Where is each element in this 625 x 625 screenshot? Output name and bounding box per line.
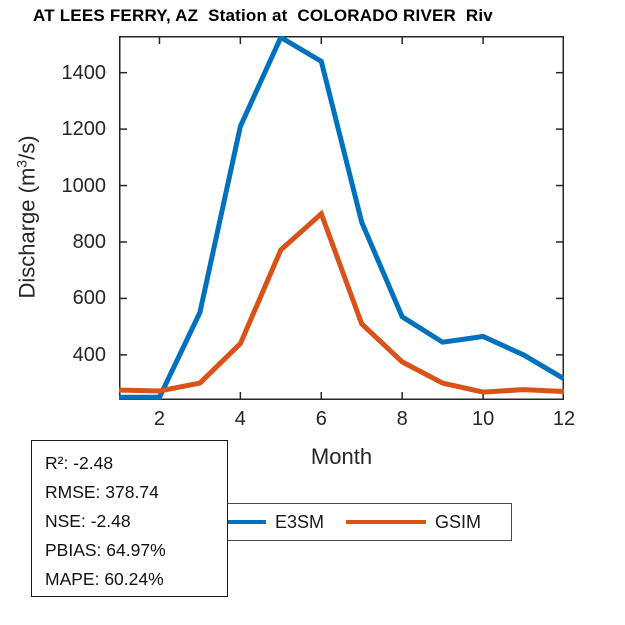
legend: E3SM GSIM [175, 503, 512, 541]
y-tick-label: 1400 [61, 61, 107, 84]
stat-r2: R²: -2.48 [45, 453, 114, 473]
y-tick-label: 1000 [61, 174, 107, 197]
y-tick-label: 1200 [61, 118, 107, 141]
y-tick-label: 600 [72, 287, 106, 310]
x-tick-label: 4 [234, 408, 246, 430]
stat-rmse: RMSE: 378.74 [45, 482, 159, 502]
y-axis-label-exponent: 3 [13, 159, 30, 168]
x-tick-label: 10 [471, 408, 495, 430]
x-tick-label: 8 [396, 408, 408, 430]
legend-label-gsim: GSIM [435, 511, 482, 532]
series-line-e3sm [119, 36, 564, 400]
stat-pbias: PBIAS: 64.97% [45, 540, 166, 560]
x-axis-label: Month [310, 444, 373, 469]
y-tick-label: 400 [72, 343, 106, 366]
legend-line-gsim [346, 520, 427, 524]
y-axis-label: Discharge (m3/s) [13, 135, 40, 298]
stat-mape: MAPE: 60.24% [45, 569, 164, 589]
stat-nse: NSE: -2.48 [45, 511, 131, 531]
chart-title: AT LEES FERRY, AZ Station at COLORADO RI… [33, 6, 493, 25]
y-tick-label: 800 [72, 230, 106, 253]
axes-box [119, 36, 564, 400]
legend-label-e3sm: E3SM [275, 511, 325, 532]
plot-area [119, 36, 564, 400]
y-axis-label-suffix: /s) [14, 135, 40, 160]
x-tick-label: 2 [153, 408, 166, 430]
chart-canvas [119, 36, 564, 400]
x-tick-label: 6 [315, 408, 327, 430]
series-line-gsim [119, 209, 564, 395]
stats-annotation-box: R²: -2.48 RMSE: 378.74 NSE: -2.48 PBIAS:… [31, 440, 228, 597]
x-tick-label: 12 [552, 408, 576, 430]
y-axis-label-prefix: Discharge (m [14, 167, 40, 299]
